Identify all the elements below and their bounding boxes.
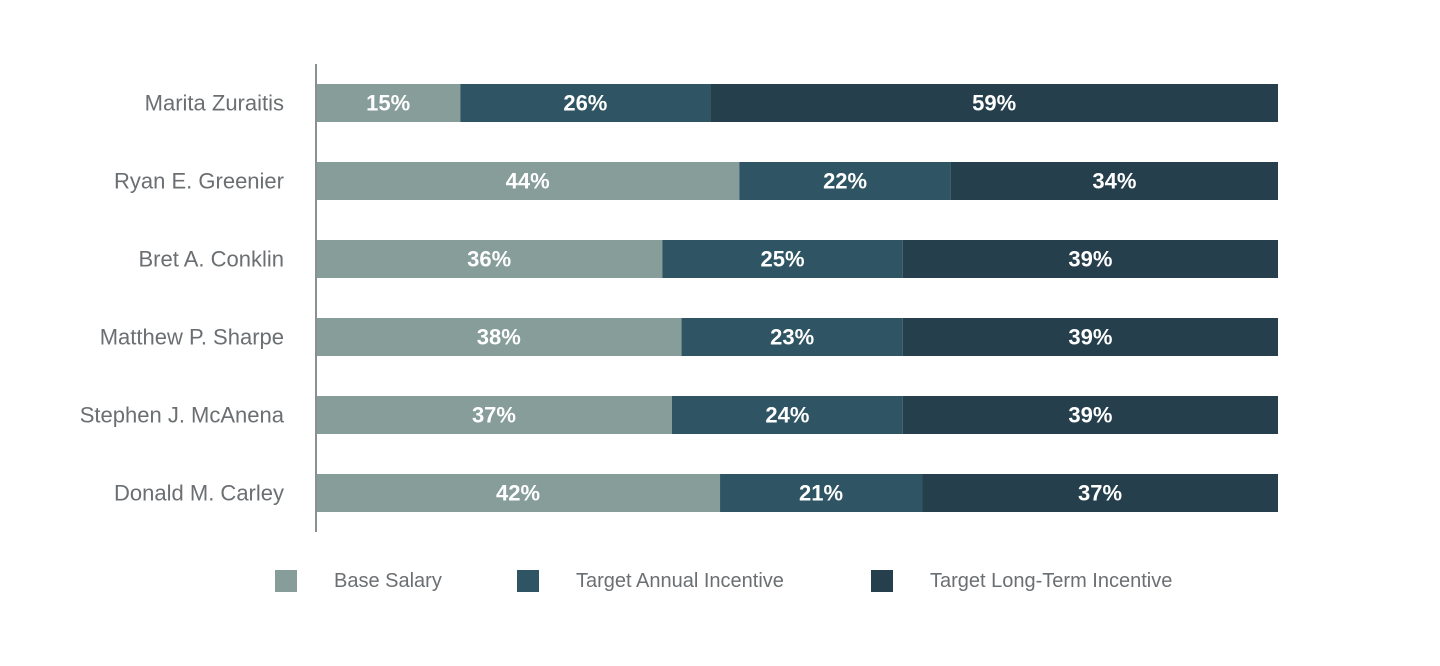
bar-segment-target-long-term-incentive bbox=[902, 318, 1278, 356]
data-label: 39% bbox=[1068, 325, 1112, 350]
legend-label: Base Salary bbox=[334, 570, 442, 592]
bar-segment-base-salary bbox=[316, 84, 461, 122]
data-label: 59% bbox=[972, 91, 1016, 116]
data-label: 22% bbox=[823, 169, 867, 194]
data-label: 38% bbox=[477, 325, 521, 350]
category-label: Ryan E. Greenier bbox=[114, 169, 284, 194]
bar-segment-target-annual-incentive bbox=[720, 474, 923, 512]
legend: Base Salary Target Annual Incentive Target… bbox=[275, 570, 1172, 592]
legend-swatch-target-annual-incentive bbox=[517, 570, 539, 592]
bar-segment-target-long-term-incentive bbox=[922, 474, 1278, 512]
bar-segment-target-long-term-incentive bbox=[710, 84, 1278, 122]
data-label: 34% bbox=[1092, 169, 1136, 194]
category-label: Donald M. Carley bbox=[114, 481, 284, 506]
data-label: 39% bbox=[1068, 403, 1112, 428]
bar-segment-target-annual-incentive bbox=[739, 162, 951, 200]
bar-segment-base-salary bbox=[316, 162, 740, 200]
data-label: 26% bbox=[563, 91, 607, 116]
data-label: 39% bbox=[1068, 247, 1112, 272]
bar-segment-target-annual-incentive bbox=[460, 84, 711, 122]
bar-segment-base-salary bbox=[316, 240, 663, 278]
data-label: 24% bbox=[765, 403, 809, 428]
legend-label: Target Long-Term Incentive bbox=[930, 570, 1172, 592]
data-label: 23% bbox=[770, 325, 814, 350]
bar-segment-base-salary bbox=[316, 396, 672, 434]
data-label: 37% bbox=[1078, 481, 1122, 506]
bar-segment-target-annual-incentive bbox=[662, 240, 903, 278]
category-labels: Marita Zuraitis Ryan E. Greenier Bret A. C… bbox=[80, 91, 285, 506]
category-label: Marita Zuraitis bbox=[145, 91, 284, 116]
bar-segment-base-salary bbox=[316, 318, 682, 356]
data-label: 25% bbox=[761, 247, 805, 272]
bar-segment-target-long-term-incentive bbox=[902, 240, 1278, 278]
data-label: 37% bbox=[472, 403, 516, 428]
bar-segment-target-long-term-incentive bbox=[950, 162, 1278, 200]
legend-label: Target Annual Incentive bbox=[576, 570, 784, 592]
data-label: 21% bbox=[799, 481, 843, 506]
bar-segment-target-long-term-incentive bbox=[902, 396, 1278, 434]
legend-swatch-base-salary bbox=[275, 570, 297, 592]
bar-segment-target-annual-incentive bbox=[671, 396, 903, 434]
data-label: 44% bbox=[506, 169, 550, 194]
category-label: Bret A. Conklin bbox=[138, 247, 284, 272]
bars: 15% 26% 59% 44% 22% 34% 36% 25% 39% 38% 23% 39% 37% 2… bbox=[316, 84, 1278, 512]
legend-swatch-target-long-term-incentive bbox=[871, 570, 893, 592]
bar-segment-target-annual-incentive bbox=[681, 318, 903, 356]
category-label: Stephen J. McAnena bbox=[80, 403, 285, 428]
bar-segment-base-salary bbox=[316, 474, 721, 512]
data-label: 36% bbox=[467, 247, 511, 272]
data-label: 42% bbox=[496, 481, 540, 506]
data-label: 15% bbox=[366, 91, 410, 116]
category-label: Matthew P. Sharpe bbox=[100, 325, 284, 350]
